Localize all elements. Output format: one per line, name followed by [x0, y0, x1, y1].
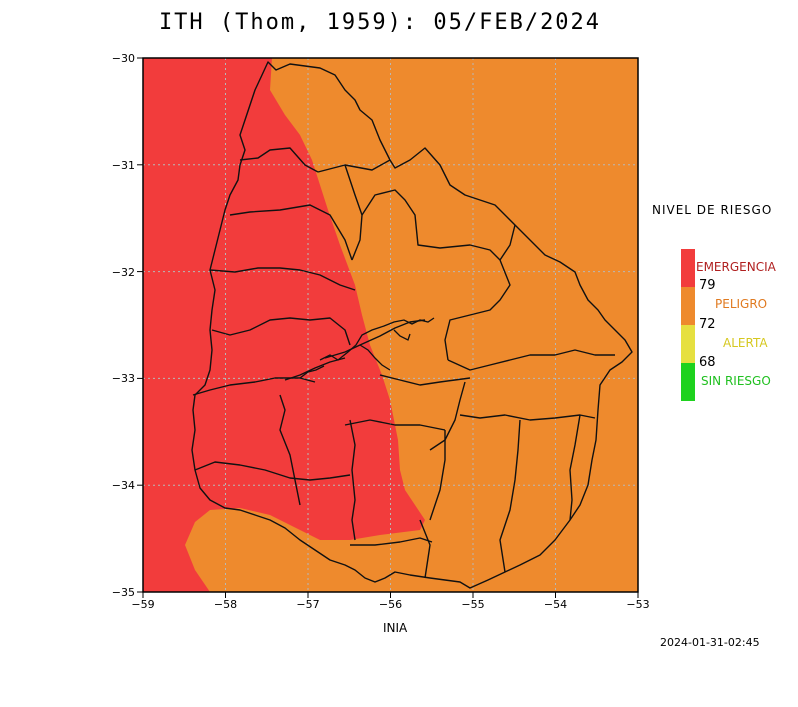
timestamp: 2024-01-31-02:45 — [660, 636, 760, 649]
x-tick-label: −56 — [379, 598, 402, 611]
x-tick-label: −59 — [131, 598, 154, 611]
x-tick-label: −55 — [461, 598, 484, 611]
y-tick-label: −30 — [112, 52, 135, 65]
threshold-68: 68 — [699, 355, 716, 370]
legend-label-alerta: ALERTA — [723, 336, 768, 350]
y-tick-label: −32 — [112, 266, 135, 279]
legend-label-emergencia: EMERGENCIA — [696, 260, 776, 274]
y-tick-label: −33 — [112, 372, 135, 385]
legend-bar-alerta — [681, 325, 695, 363]
legend-label-peligro: PELIGRO — [715, 297, 768, 311]
legend-title: NIVEL DE RIESGO — [652, 203, 773, 217]
threshold-72: 72 — [699, 317, 716, 332]
rio-negro-reservoir — [299, 317, 435, 379]
source-label: INIA — [383, 621, 408, 635]
y-tick-label: −31 — [112, 159, 135, 172]
legend-bar-peligro — [681, 287, 695, 325]
x-tick-label: −58 — [214, 598, 237, 611]
x-tick-label: −54 — [544, 598, 567, 611]
legend-bar-emergencia — [681, 249, 695, 287]
y-tick-label: −35 — [112, 586, 135, 599]
country-outline — [191, 61, 633, 589]
x-tick-label: −53 — [626, 598, 649, 611]
x-tick-label: −57 — [296, 598, 319, 611]
map-title: ITH (Thom, 1959): 05/FEB/2024 — [158, 10, 602, 35]
department-borders — [191, 61, 633, 589]
legend-bar-sin-riesgo — [681, 363, 695, 401]
y-tick-label: −34 — [112, 479, 135, 492]
threshold-79: 79 — [699, 278, 716, 293]
axis-ticks — [137, 57, 639, 598]
emergencia-zone — [143, 58, 425, 592]
legend-label-sin-riesgo: SIN RIESGO — [701, 374, 771, 388]
grid-lines — [143, 58, 638, 592]
